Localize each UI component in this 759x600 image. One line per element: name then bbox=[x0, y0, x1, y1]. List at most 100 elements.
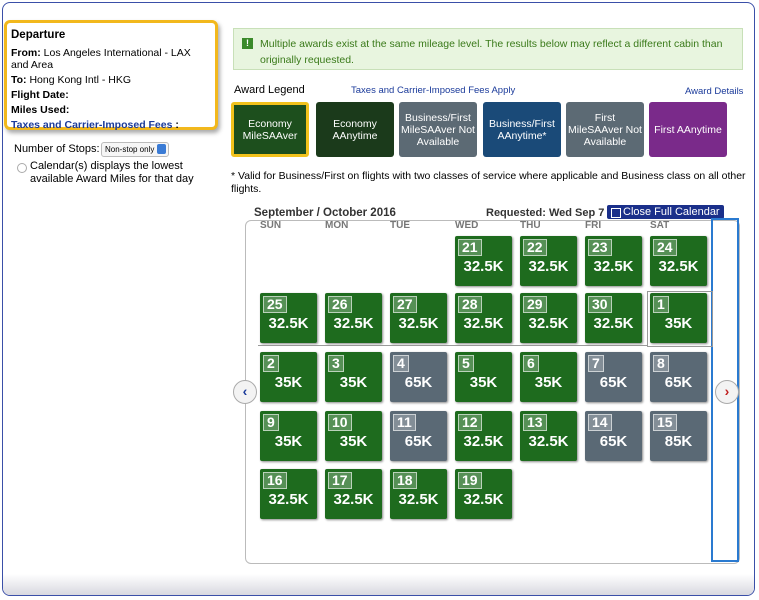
legend-label: Economy AAnytime bbox=[332, 117, 378, 142]
stops-selected: Non-stop only bbox=[105, 145, 155, 154]
day-number: 9 bbox=[263, 414, 279, 431]
day-number: 27 bbox=[393, 296, 417, 313]
legend-label: Economy MileSAAver bbox=[242, 117, 298, 142]
day-cell[interactable]: 3 35K bbox=[325, 352, 382, 402]
day-miles: 32.5K bbox=[593, 258, 634, 275]
notice-text: Multiple awards exist at the same mileag… bbox=[260, 38, 723, 66]
day-cell[interactable]: 6 35K bbox=[520, 352, 577, 402]
day-cell[interactable]: 30 32.5K bbox=[585, 293, 642, 343]
selected-week-outline bbox=[647, 291, 713, 347]
day-number: 11 bbox=[393, 414, 416, 431]
miles-used-label: Miles Used: bbox=[11, 104, 70, 116]
award-details-link[interactable]: Award Details bbox=[685, 86, 744, 97]
day-number: 22 bbox=[523, 239, 547, 256]
day-cell[interactable]: 11 65K bbox=[390, 411, 447, 461]
day-miles: 65K bbox=[664, 374, 693, 391]
legend-label: Business/First AAnytime* bbox=[489, 117, 555, 142]
legend-item[interactable]: Economy AAnytime bbox=[316, 102, 394, 157]
day-cell[interactable]: 22 32.5K bbox=[520, 236, 577, 286]
day-cell[interactable]: 13 32.5K bbox=[520, 411, 577, 461]
day-cell[interactable]: 27 32.5K bbox=[390, 293, 447, 343]
legend-item[interactable]: Business/First AAnytime* bbox=[483, 102, 561, 157]
fees-colon: : bbox=[175, 119, 179, 131]
day-number: 12 bbox=[458, 414, 482, 431]
day-miles: 65K bbox=[599, 374, 628, 391]
day-miles: 32.5K bbox=[463, 315, 504, 332]
day-cell[interactable]: 1 35K bbox=[650, 293, 707, 343]
day-cell[interactable]: 12 32.5K bbox=[455, 411, 512, 461]
weekday: SUN bbox=[260, 220, 282, 231]
day-miles: 32.5K bbox=[593, 315, 634, 332]
footnote: * Valid for Business/First on flights wi… bbox=[231, 170, 746, 195]
stops-select[interactable]: Non-stop only bbox=[101, 142, 170, 157]
day-number: 28 bbox=[458, 296, 482, 313]
fees-link[interactable]: Taxes and Carrier-Imposed Fees bbox=[11, 119, 173, 131]
prev-button[interactable]: ‹ bbox=[233, 380, 257, 404]
day-miles: 32.5K bbox=[333, 315, 374, 332]
day-miles: 32.5K bbox=[528, 433, 569, 450]
day-miles: 32.5K bbox=[398, 315, 439, 332]
day-miles: 32.5K bbox=[528, 258, 569, 275]
requested-date: Requested: Wed Sep 7 bbox=[486, 207, 605, 219]
day-number: 21 bbox=[458, 239, 482, 256]
day-miles: 35K bbox=[664, 315, 693, 332]
day-miles: 65K bbox=[599, 433, 628, 450]
legend-label: First AAnytime bbox=[654, 123, 722, 136]
week-divider bbox=[258, 345, 648, 346]
day-miles: 85K bbox=[664, 433, 693, 450]
day-cell[interactable]: 17 32.5K bbox=[325, 469, 382, 519]
day-cell[interactable]: 21 32.5K bbox=[455, 236, 512, 286]
day-number: 25 bbox=[263, 296, 287, 313]
weekday: FRI bbox=[585, 220, 602, 231]
day-number: 13 bbox=[523, 414, 547, 431]
from-value: Los Angeles International - LAX and Area bbox=[11, 47, 191, 71]
day-number: 15 bbox=[653, 414, 677, 431]
day-cell[interactable]: 7 65K bbox=[585, 352, 642, 402]
day-cell[interactable]: 14 65K bbox=[585, 411, 642, 461]
day-cell[interactable]: 5 35K bbox=[455, 352, 512, 402]
weekday: TUE bbox=[390, 220, 410, 231]
day-cell[interactable]: 18 32.5K bbox=[390, 469, 447, 519]
day-number: 4 bbox=[393, 355, 409, 372]
legend-item[interactable]: Economy MileSAAver bbox=[231, 102, 309, 157]
departure-title: Departure bbox=[11, 29, 66, 41]
day-number: 6 bbox=[523, 355, 539, 372]
day-cell[interactable]: 19 32.5K bbox=[455, 469, 512, 519]
day-cell[interactable]: 24 32.5K bbox=[650, 236, 707, 286]
day-miles: 35K bbox=[469, 374, 498, 391]
from-label: From: bbox=[11, 47, 41, 59]
day-cell[interactable]: 26 32.5K bbox=[325, 293, 382, 343]
legend-item[interactable]: First AAnytime bbox=[649, 102, 727, 157]
flight-date-label: Flight Date: bbox=[11, 89, 69, 101]
day-number: 1 bbox=[653, 296, 669, 313]
day-number: 29 bbox=[523, 296, 547, 313]
radio-label: Calendar(s) displays the lowest availabl… bbox=[30, 160, 194, 185]
legend-item[interactable]: Business/First MileSAAver Not Available bbox=[399, 102, 477, 157]
day-cell[interactable]: 2 35K bbox=[260, 352, 317, 402]
day-number: 19 bbox=[458, 472, 482, 489]
legend-fees-link[interactable]: Taxes and Carrier-Imposed Fees Apply bbox=[351, 85, 516, 96]
day-number: 26 bbox=[328, 296, 352, 313]
day-cell[interactable]: 23 32.5K bbox=[585, 236, 642, 286]
day-cell[interactable]: 4 65K bbox=[390, 352, 447, 402]
next-button[interactable]: › bbox=[715, 380, 739, 404]
day-cell[interactable]: 15 85K bbox=[650, 411, 707, 461]
close-calendar-button[interactable]: Close Full Calendar bbox=[607, 205, 724, 219]
day-miles: 35K bbox=[274, 433, 303, 450]
day-miles: 35K bbox=[274, 374, 303, 391]
legend-label: Business/First MileSAAver Not Available bbox=[401, 111, 475, 148]
day-cell[interactable]: 28 32.5K bbox=[455, 293, 512, 343]
day-cell[interactable]: 25 32.5K bbox=[260, 293, 317, 343]
day-cell[interactable]: 29 32.5K bbox=[520, 293, 577, 343]
day-number: 14 bbox=[588, 414, 612, 431]
day-miles: 32.5K bbox=[333, 491, 374, 508]
day-cell[interactable]: 10 35K bbox=[325, 411, 382, 461]
legend-item[interactable]: First MileSAAver Not Available bbox=[566, 102, 644, 157]
day-cell[interactable]: 9 35K bbox=[260, 411, 317, 461]
radio[interactable] bbox=[17, 163, 27, 173]
close-calendar-label: Close Full Calendar bbox=[623, 206, 720, 218]
day-cell[interactable]: 16 32.5K bbox=[260, 469, 317, 519]
day-cell[interactable]: 8 65K bbox=[650, 352, 707, 402]
